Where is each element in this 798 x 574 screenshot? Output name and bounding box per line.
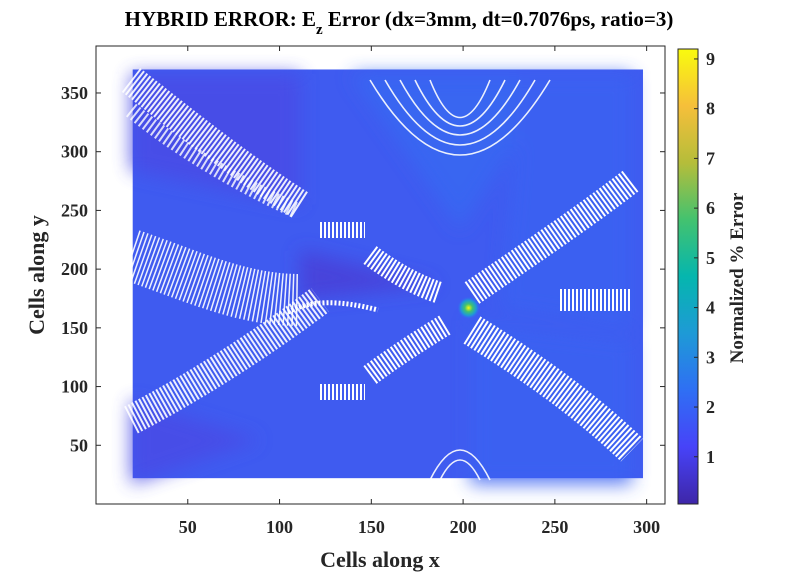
y-axis: 50 100 150 200 250 300 350	[61, 83, 665, 455]
contour-band	[125, 103, 299, 218]
colorbar-tick-label: 7	[706, 148, 715, 168]
contour-band	[286, 300, 379, 315]
high-error-region	[470, 320, 632, 484]
colorbar-tick-label: 4	[706, 298, 715, 318]
colorbar-label: Normalized % Error	[727, 192, 748, 363]
title-suffix: Error (dx=3mm, dt=0.7076ps, ratio=3)	[323, 7, 674, 31]
contour-band	[124, 287, 329, 434]
low-error-region	[300, 250, 440, 300]
y-tick-label: 150	[61, 318, 88, 338]
colorbar-tick-label: 3	[706, 347, 715, 367]
contour-band	[122, 230, 301, 326]
colorbar-tick-label: 1	[706, 447, 715, 467]
colorbar-tick-label: 5	[706, 248, 715, 268]
title-subscript: z	[316, 22, 323, 38]
y-tick-label: 300	[61, 142, 88, 162]
x-tick-label: 150	[358, 517, 385, 537]
contour-band	[121, 68, 309, 218]
x-axis: 50 100 150 200 250 300	[179, 46, 660, 537]
low-error-region	[131, 400, 260, 484]
contour-arcs-bottom	[429, 449, 491, 481]
heatmap-field	[121, 68, 644, 484]
y-tick-label: 50	[70, 435, 88, 455]
colorbar-tick-label: 8	[706, 99, 715, 119]
contour-band	[363, 246, 444, 304]
y-tick-label: 250	[61, 200, 88, 220]
y-axis-label: Cells along y	[24, 215, 49, 335]
title-prefix: HYBRID ERROR: E	[125, 7, 316, 31]
contour-arcs-top	[369, 79, 551, 156]
contour-bands	[121, 68, 644, 462]
contour-band	[463, 316, 644, 462]
x-tick-label: 100	[266, 517, 293, 537]
x-axis-label: Cells along x	[320, 547, 440, 572]
x-tick-label: 50	[179, 517, 197, 537]
y-tick-label: 200	[61, 259, 88, 279]
colorbar-tick-label: 9	[706, 49, 715, 69]
colorbar-tick-label: 2	[706, 397, 715, 417]
colorbar-ticks: 1 2 3 4 5 6 7 8 9	[694, 49, 715, 467]
high-error-region	[350, 74, 560, 230]
y-tick-label: 100	[61, 377, 88, 397]
error-peak	[457, 296, 480, 319]
contour-band	[464, 169, 640, 304]
colorbar	[677, 48, 699, 505]
y-tick-label: 350	[61, 83, 88, 103]
colorbar-tick-label: 6	[706, 198, 715, 218]
x-tick-label: 250	[541, 517, 568, 537]
x-tick-label: 300	[633, 517, 660, 537]
x-tick-label: 200	[450, 517, 477, 537]
chart-title: HYBRID ERROR: Ez Error (dx=3mm, dt=0.707…	[125, 7, 674, 38]
contour-band	[363, 315, 451, 384]
